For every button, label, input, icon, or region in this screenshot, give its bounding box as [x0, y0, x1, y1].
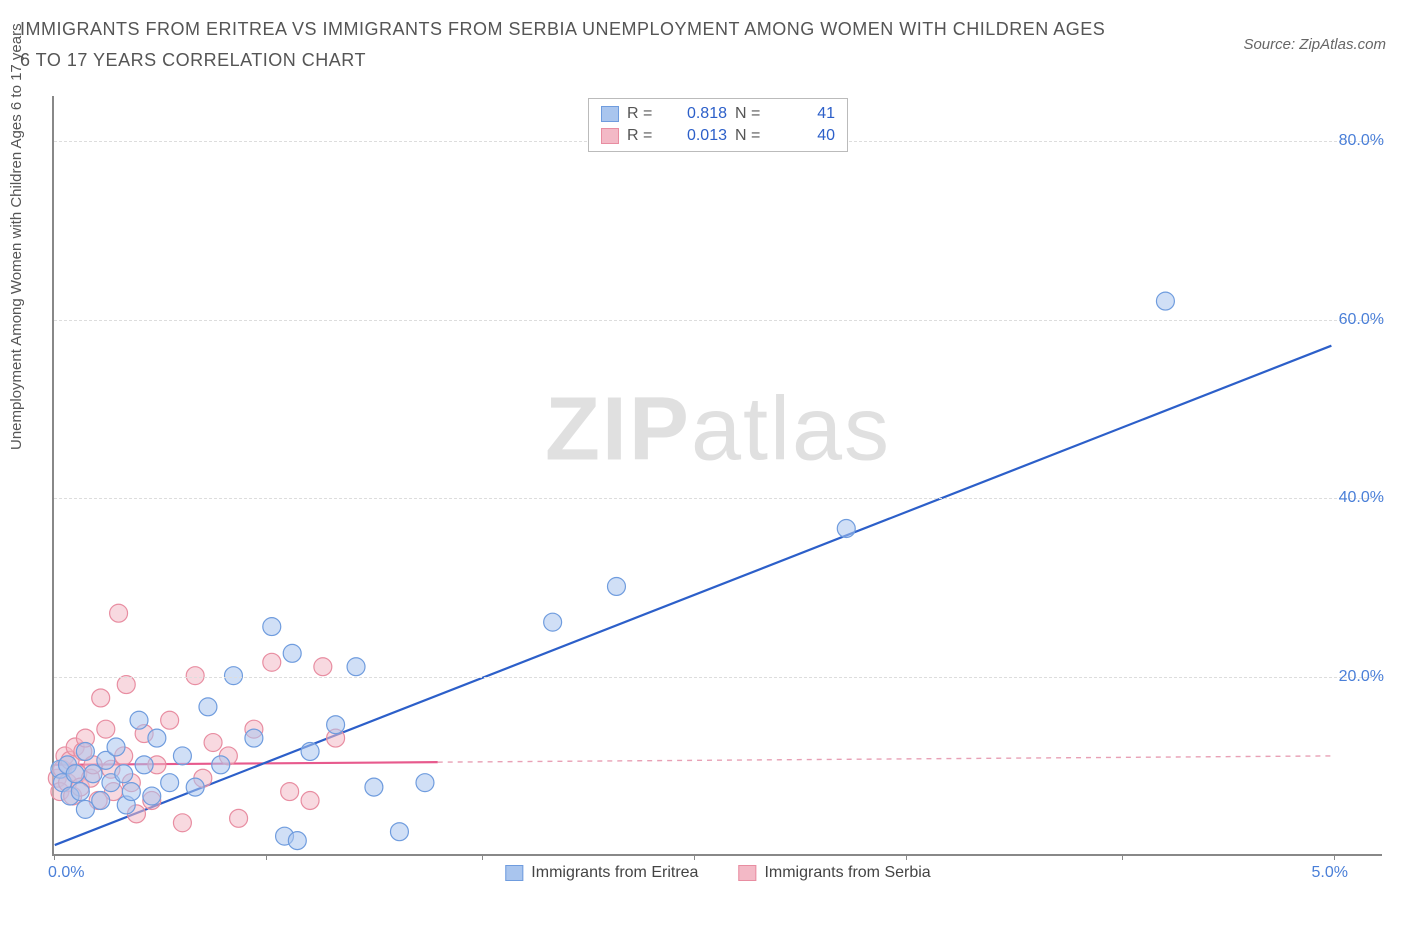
source-citation: Source: ZipAtlas.com [1243, 14, 1386, 53]
x-tick-mark [906, 854, 907, 860]
legend-row-eritrea: R = 0.818 N = 41 [601, 103, 835, 125]
scatter-svg [54, 96, 1382, 854]
legend-swatch-eritrea [601, 106, 619, 122]
legend-label-eritrea: Immigrants from Eritrea [531, 864, 698, 882]
chart-title: IMMIGRANTS FROM ERITREA VS IMMIGRANTS FR… [20, 14, 1120, 75]
gridline [54, 320, 1382, 321]
legend-item-eritrea: Immigrants from Eritrea [505, 864, 698, 882]
x-tick-mark [694, 854, 695, 860]
x-axis-min-label: 0.0% [48, 864, 84, 882]
chart-plot-area: R = 0.818 N = 41 R = 0.013 N = 40 ZIPatl… [52, 96, 1382, 856]
r-label: R = [627, 105, 663, 123]
n-value-serbia: 40 [779, 127, 835, 145]
correlation-legend: R = 0.818 N = 41 R = 0.013 N = 40 [588, 98, 848, 152]
legend-label-serbia: Immigrants from Serbia [764, 864, 930, 882]
series-legend: Immigrants from Eritrea Immigrants from … [505, 864, 930, 882]
legend-swatch-serbia [601, 128, 619, 144]
x-tick-mark [1122, 854, 1123, 860]
x-axis-max-label: 5.0% [1312, 864, 1348, 882]
r-value-serbia: 0.013 [671, 127, 727, 145]
r-value-eritrea: 0.818 [671, 105, 727, 123]
y-tick-label: 20.0% [1339, 668, 1384, 686]
x-tick-mark [1334, 854, 1335, 860]
gridline [54, 677, 1382, 678]
y-tick-label: 60.0% [1339, 311, 1384, 329]
legend-item-serbia: Immigrants from Serbia [738, 864, 930, 882]
y-tick-label: 80.0% [1339, 132, 1384, 150]
x-tick-mark [482, 854, 483, 860]
r-label: R = [627, 127, 663, 145]
n-label: N = [735, 105, 771, 123]
legend-row-serbia: R = 0.013 N = 40 [601, 125, 835, 147]
x-tick-mark [54, 854, 55, 860]
legend-swatch-serbia-icon [738, 865, 756, 881]
y-axis-label: Unemployment Among Women with Children A… [8, 23, 25, 450]
x-tick-mark [266, 854, 267, 860]
legend-swatch-eritrea-icon [505, 865, 523, 881]
n-value-eritrea: 41 [779, 105, 835, 123]
gridline [54, 498, 1382, 499]
y-tick-label: 40.0% [1339, 489, 1384, 507]
n-label: N = [735, 127, 771, 145]
